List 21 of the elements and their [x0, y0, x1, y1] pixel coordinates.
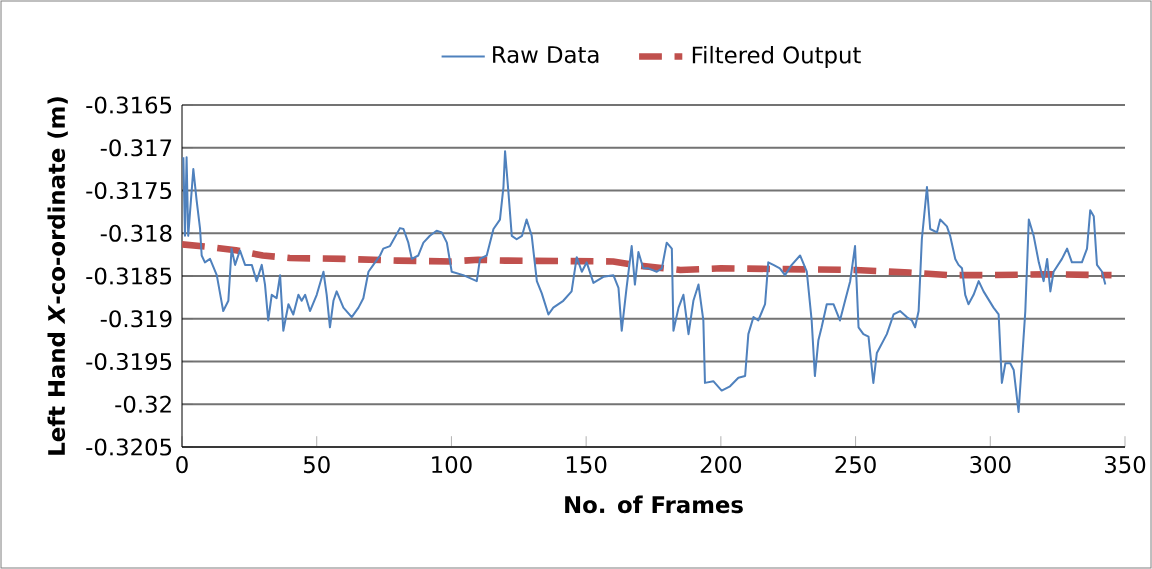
y-tick-label: -0.317: [100, 139, 172, 157]
text: Left Hand X-co-ordinate (m): [47, 97, 68, 455]
y-tick-label: -0.319: [100, 310, 172, 328]
x-tick-label: 200: [700, 455, 742, 474]
legend-label: Filtered Output: [692, 45, 861, 68]
x-tick-label: 50: [303, 455, 330, 474]
y-tick-label: -0.32: [115, 395, 171, 413]
x-tick-label: 0: [176, 455, 188, 474]
x-tick-label: 250: [835, 455, 876, 474]
x-tick-label: 350: [1105, 455, 1146, 474]
y-tick-label: -0.3195: [86, 352, 172, 371]
x-axis-title: No. of Frames: [565, 495, 743, 514]
x-tick-label: 150: [566, 455, 607, 474]
x-tick-label: 100: [432, 455, 472, 474]
x-tick-label: 300: [970, 455, 1011, 474]
y-tick-label: -0.3165: [86, 96, 172, 114]
legend-label: Raw Data: [493, 46, 599, 64]
y-tick-label: -0.3185: [86, 267, 172, 285]
y-tick-label: -0.3205: [86, 438, 172, 456]
y-tick-label: -0.3175: [86, 181, 172, 200]
y-tick-label: -0.318: [100, 224, 172, 242]
